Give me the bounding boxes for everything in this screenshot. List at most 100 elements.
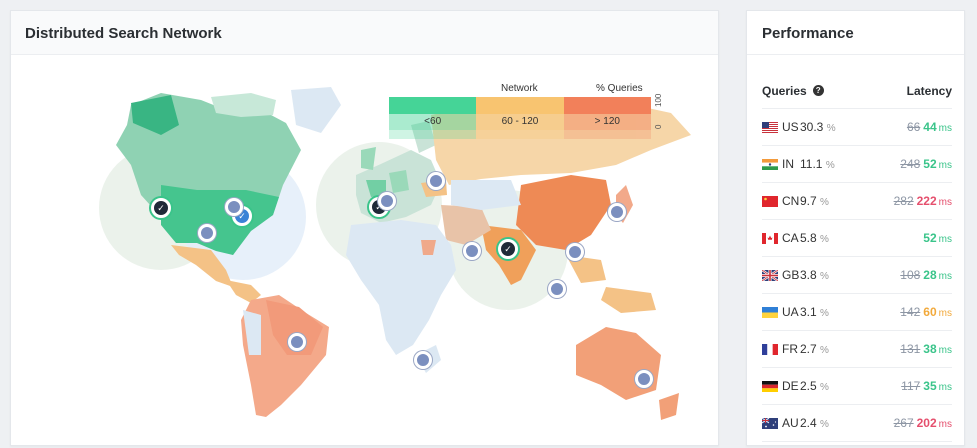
performance-row-ca[interactable]: CA 5.8 % 52 ms xyxy=(762,220,952,257)
performance-row-au[interactable]: AU 2.4 % 267 202 ms xyxy=(762,405,952,442)
latency-current: 28 xyxy=(923,268,937,282)
server-marker-brazil[interactable] xyxy=(288,333,306,351)
brazil-region xyxy=(266,300,323,355)
africa-region xyxy=(346,220,456,355)
query-percentage-value: 11.1 xyxy=(800,157,823,171)
latency-value: 117 35 ms xyxy=(852,379,952,393)
query-percentage-unit: % xyxy=(820,419,829,430)
performance-title: Performance xyxy=(762,25,854,42)
china-region xyxy=(516,175,611,250)
performance-row-de[interactable]: DE 2.5 % 117 35 ms xyxy=(762,368,952,405)
performance-header: Performance xyxy=(747,11,964,55)
server-marker-india-active[interactable]: ✓ xyxy=(498,239,518,259)
latency-unit: ms xyxy=(938,382,952,393)
query-percentage: 2.4 % xyxy=(800,416,852,430)
egypt-region xyxy=(421,240,436,255)
check-icon: ✓ xyxy=(375,202,383,212)
performance-row-in[interactable]: IN 11.1 % 248 52 ms xyxy=(762,146,952,183)
flag-cn-icon xyxy=(762,195,778,207)
query-percentage-value: 9.7 xyxy=(800,194,817,208)
query-percentage-unit: % xyxy=(820,345,829,356)
performance-row-ua[interactable]: UA 3.1 % 142 60 ms xyxy=(762,294,952,331)
server-marker-australia[interactable] xyxy=(635,370,653,388)
latency-current: 60 xyxy=(923,305,937,319)
latency-value: 52 ms xyxy=(852,231,952,245)
query-percentage: 30.3 % xyxy=(800,120,852,134)
help-icon[interactable]: ? xyxy=(812,85,824,96)
latency-previous: 142 xyxy=(900,305,921,319)
legend-network-label: Network xyxy=(501,83,538,94)
country-code: IN xyxy=(782,157,794,171)
usa-region xyxy=(161,185,279,255)
russia-region xyxy=(431,100,691,185)
distributed-search-network-panel: Distributed Search Network xyxy=(10,10,719,446)
latency-unit: ms xyxy=(938,197,952,208)
server-marker-us-west-active[interactable]: ✓ xyxy=(151,198,171,218)
arctic-islands xyxy=(211,93,276,117)
server-marker-singapore[interactable] xyxy=(548,280,566,298)
country-code: AU xyxy=(782,416,799,430)
check-icon: ✓ xyxy=(504,244,512,254)
server-marker-south-africa[interactable] xyxy=(414,351,432,369)
query-percentage: 5.8 % xyxy=(800,231,852,245)
latency-value: 131 38 ms xyxy=(852,342,952,356)
check-icon: ✓ xyxy=(238,211,246,221)
server-marker-russia[interactable] xyxy=(427,172,445,190)
map-panel-title: Distributed Search Network xyxy=(25,25,222,42)
flag-fr-icon xyxy=(762,343,778,355)
scandinavia-region xyxy=(411,121,436,153)
latency-value: 66 44 ms xyxy=(852,120,952,134)
query-percentage-unit: % xyxy=(820,197,829,208)
queries-column-header[interactable]: Queries ? xyxy=(762,84,857,98)
query-percentage: 9.7 % xyxy=(800,194,852,208)
latency-previous: 108 xyxy=(900,268,921,282)
central-asia-region xyxy=(451,180,521,210)
flag-de-icon xyxy=(762,380,778,392)
performance-row-fr[interactable]: FR 2.7 % 131 38 ms xyxy=(762,331,952,368)
legend-queries-label: % Queries xyxy=(596,83,643,94)
query-percentage-value: 5.8 xyxy=(800,231,817,245)
latency-unit: ms xyxy=(938,160,952,171)
greenland-region xyxy=(291,87,341,133)
performance-row-us[interactable]: US 30.3 % 66 44 ms xyxy=(762,109,952,146)
latency-column-header[interactable]: Latency xyxy=(906,83,952,98)
server-marker-middle-east[interactable] xyxy=(463,242,481,260)
query-percentage-unit: % xyxy=(826,123,836,134)
middle-east-region xyxy=(441,205,491,245)
latency-unit: ms xyxy=(938,123,952,134)
query-percentage-unit: % xyxy=(820,382,829,393)
country-code: US xyxy=(782,120,799,134)
server-marker-southeast-asia[interactable] xyxy=(566,243,584,261)
alaska-region xyxy=(131,95,179,135)
world-map[interactable]: Network % Queries <60 60 - 120 > 120 100… xyxy=(11,55,718,445)
latency-previous: 267 xyxy=(893,416,914,430)
performance-table-header: Queries ? Latency xyxy=(762,73,952,109)
legend-bucket-low: <60 xyxy=(424,116,442,127)
latency-value: 248 52 ms xyxy=(852,157,952,171)
query-percentage: 2.5 % xyxy=(800,379,852,393)
country-code: UA xyxy=(782,305,799,319)
performance-row-cn[interactable]: CN 9.7 % 282 222 ms xyxy=(762,183,952,220)
performance-panel: Performance Queries ? Latency US 30.3 % 66… xyxy=(746,10,965,446)
uk-region xyxy=(361,147,376,170)
server-marker-us-east[interactable] xyxy=(225,198,243,216)
latency-current: 35 xyxy=(923,379,937,393)
legend-color-strip xyxy=(389,97,651,114)
server-marker-us-south[interactable] xyxy=(198,224,216,242)
query-percentage-value: 3.8 xyxy=(800,268,817,282)
performance-row-gb[interactable]: GB 3.8 % 108 28 ms xyxy=(762,257,952,294)
query-percentage-value: 2.7 xyxy=(800,342,817,356)
latency-previous: 282 xyxy=(893,194,914,208)
query-percentage-unit: % xyxy=(820,234,829,245)
query-percentage-value: 30.3 xyxy=(800,120,824,134)
map-legend: Network % Queries <60 60 - 120 > 120 100… xyxy=(389,83,666,143)
latency-previous: 117 xyxy=(901,379,921,393)
server-marker-japan[interactable] xyxy=(608,203,626,221)
query-percentage-value: 2.5 xyxy=(800,379,817,393)
query-percentage-unit: % xyxy=(820,271,829,282)
server-marker-europe[interactable] xyxy=(378,192,396,210)
performance-rows: US 30.3 % 66 44 ms IN 11.1 % 248 52 ms CN 9.7 % 282 2… xyxy=(762,109,952,442)
latency-current: 52 xyxy=(923,157,937,171)
country-code: FR xyxy=(782,342,798,356)
flag-ca-icon xyxy=(762,232,778,244)
